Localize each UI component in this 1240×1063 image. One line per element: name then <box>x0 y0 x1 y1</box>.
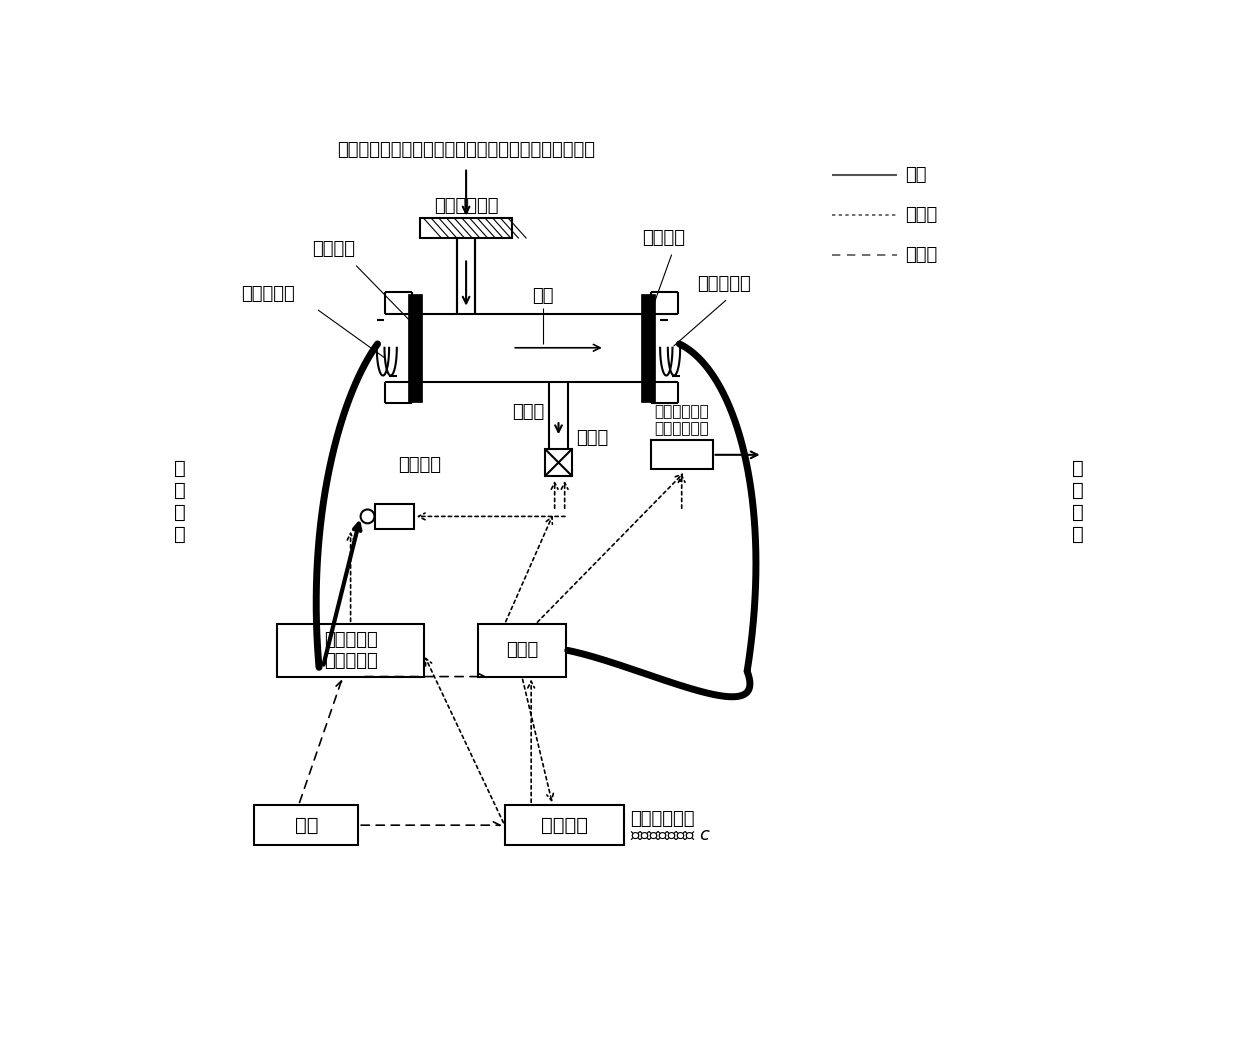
Text: 光强度图以及: 光强度图以及 <box>630 810 694 828</box>
Bar <box>376 504 414 528</box>
Bar <box>420 218 512 238</box>
Text: 第一凸透镜: 第一凸透镜 <box>242 285 295 303</box>
Text: 大气分子的浓度 $c$: 大气分子的浓度 $c$ <box>630 826 711 843</box>
Text: 电源: 电源 <box>295 815 319 834</box>
Text: 气流: 气流 <box>905 166 926 184</box>
Text: 第
一
光
纤: 第 一 光 纤 <box>174 459 186 544</box>
Bar <box>544 449 573 476</box>
Bar <box>408 293 422 402</box>
Text: 抽气设备（如
计量抽气泵）: 抽气设备（如 计量抽气泵） <box>655 404 709 436</box>
Text: 控制电脑: 控制电脑 <box>541 815 588 834</box>
Bar <box>477 624 567 676</box>
Text: 进气口（抽入含有待定浓度的大气分子的气体或零气）: 进气口（抽入含有待定浓度的大气分子的气体或零气） <box>337 141 595 159</box>
Text: 高反射镜: 高反射镜 <box>641 229 684 247</box>
Text: 第二凸透镜: 第二凸透镜 <box>697 275 751 293</box>
Text: 第
二
光
纤: 第 二 光 纤 <box>1073 459 1084 544</box>
Bar <box>278 624 424 676</box>
Text: 光谱仪: 光谱仪 <box>506 641 538 659</box>
Text: 电磁阀: 电磁阀 <box>577 429 609 448</box>
Text: 供电线: 供电线 <box>905 247 937 265</box>
Text: 颗粒物过滤器: 颗粒物过滤器 <box>434 197 498 215</box>
Text: 出气口: 出气口 <box>512 404 544 421</box>
Bar <box>254 805 358 845</box>
Text: 高反射镜: 高反射镜 <box>312 240 355 258</box>
Bar <box>651 440 713 470</box>
Text: 恒温光源: 恒温光源 <box>398 456 441 474</box>
Text: 光腔: 光腔 <box>532 287 554 305</box>
Text: 数据线: 数据线 <box>905 206 937 224</box>
Bar <box>505 805 624 845</box>
Bar <box>641 293 655 402</box>
Text: 光源及恒温
器驱动模块: 光源及恒温 器驱动模块 <box>324 631 377 670</box>
